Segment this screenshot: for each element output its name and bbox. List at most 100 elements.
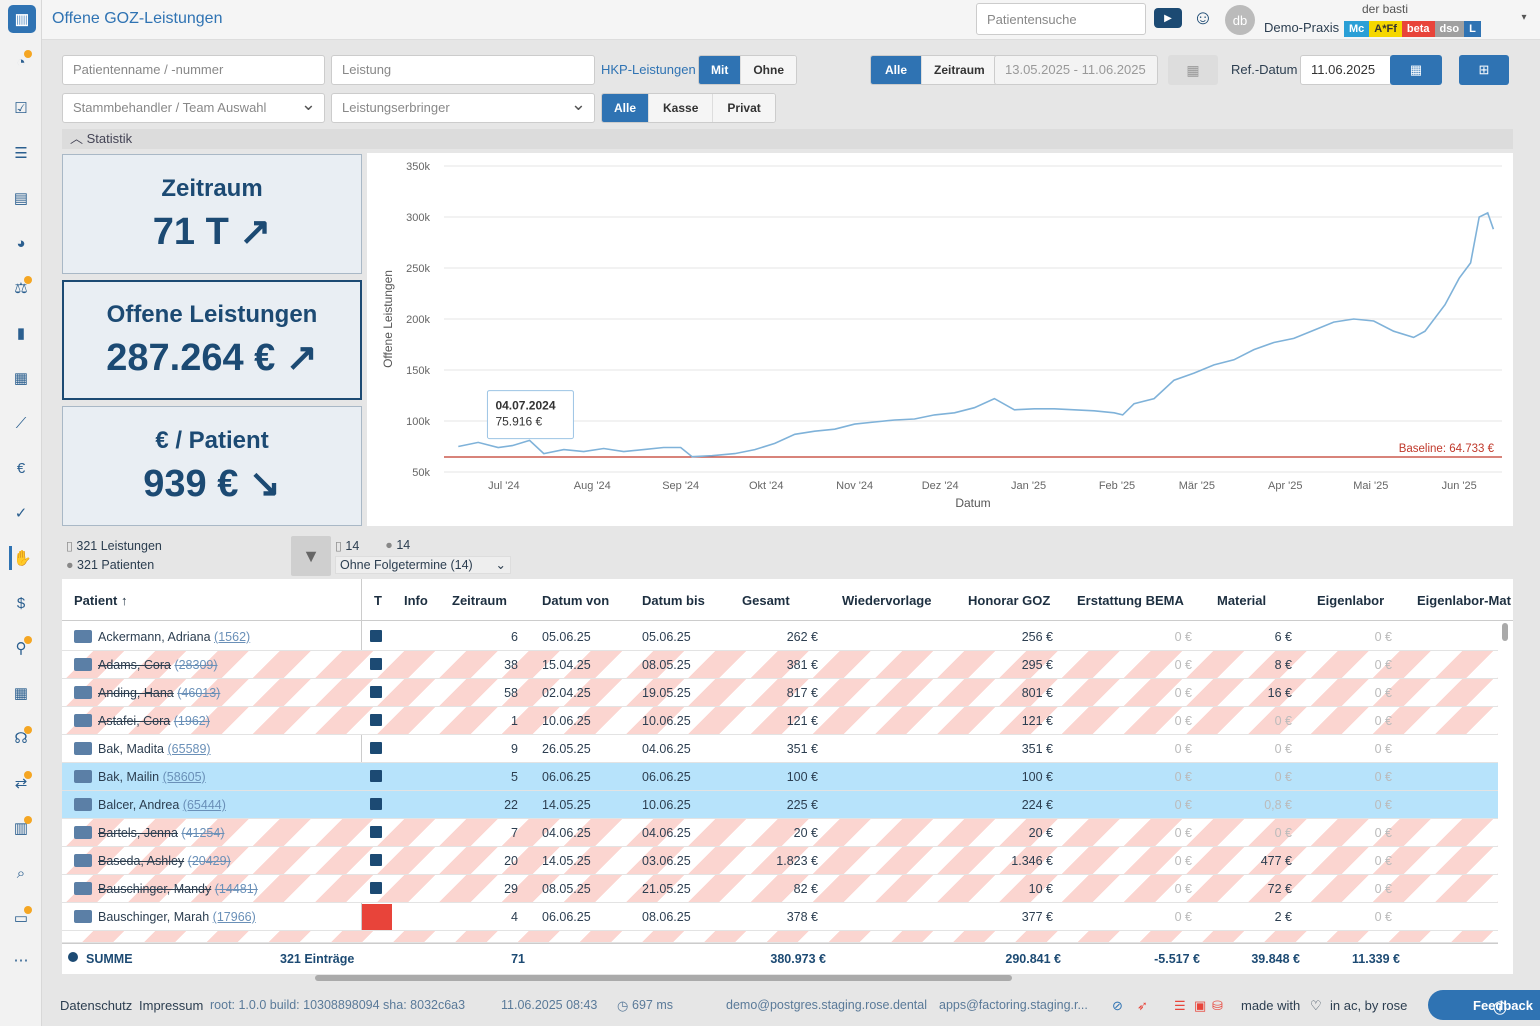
ref-date-input[interactable]: 11.06.2025 (1300, 55, 1392, 85)
impressum-link[interactable]: Impressum (139, 998, 204, 1013)
pie-chart-icon[interactable]: ◕ (16, 234, 26, 252)
table-row[interactable]: Bak, Mailin (58605) 5 06.06.25 06.06.25 100 … (62, 763, 1498, 791)
column-header[interactable]: Wiedervorlage (842, 593, 932, 608)
column-header[interactable]: Honorar GOZ (968, 593, 1051, 608)
kasse-kasse-button[interactable]: Kasse (649, 94, 714, 122)
server-icon[interactable]: ☰ (1174, 998, 1186, 1013)
column-header[interactable]: Patient ↑ (74, 593, 128, 608)
table-layout-button[interactable]: ⊞ (1459, 55, 1509, 85)
scale-icon[interactable]: ⚖ (9, 276, 33, 300)
calendar-icon[interactable] (370, 882, 382, 894)
behandler-select[interactable]: Stammbehandler / Team Auswahl (62, 90, 325, 123)
patient-name[interactable]: Ackermann, Adriana (1562) (98, 630, 251, 644)
line-chart-icon[interactable]: ⟋ (15, 414, 27, 432)
statistik-toggle[interactable]: ︿ Statistik (62, 129, 1513, 149)
table-row[interactable]: Baseda, Ashley (20429) 20 14.05.25 03.06.25… (62, 847, 1498, 875)
column-header[interactable]: Info (404, 593, 428, 608)
video-play-icon[interactable]: ▶ (1154, 8, 1182, 28)
calendar-check-icon[interactable]: ▦ (13, 370, 29, 387)
support-agent-icon[interactable]: ☺ (1192, 6, 1214, 29)
file-icon[interactable]: ▮ (16, 325, 26, 342)
column-header[interactable]: Erstattung BEMA (1077, 593, 1184, 608)
database-icon[interactable]: ⛁ (1212, 998, 1223, 1013)
hkp-ohne-button[interactable]: Ohne (741, 56, 796, 84)
calendar-icon[interactable] (370, 686, 382, 698)
calendar-icon[interactable] (370, 770, 382, 782)
grid-calendar-icon[interactable]: ▦ (13, 685, 29, 702)
table-row[interactable]: Adams, Cora (28309) 38 15.04.25 08.05.25 381… (62, 651, 1498, 679)
calendar-icon[interactable] (370, 630, 382, 642)
calendar-icon[interactable] (370, 742, 382, 754)
patient-name[interactable]: Astafei, Cora (1962) (98, 714, 210, 728)
column-header[interactable]: Eigenlabor-Mat (1417, 593, 1511, 608)
period-alle-button[interactable]: Alle (871, 56, 923, 84)
patient-name[interactable]: Bak, Madita (65589) (98, 742, 211, 756)
search-icon[interactable]: ⌕ (16, 864, 26, 882)
hand-coin-icon[interactable]: ✋ (9, 546, 33, 570)
table-icon[interactable]: ▤ (13, 190, 29, 207)
kpi-euro-per-patient[interactable]: € / Patient 939 € ↘ (62, 406, 362, 526)
table-row[interactable]: Balcer, Andrea (65444) 22 14.05.25 10.06.25… (62, 791, 1498, 819)
check-square-icon[interactable]: ☑ (14, 100, 28, 117)
patient-search-input[interactable] (976, 3, 1146, 35)
calendar-icon[interactable] (370, 826, 382, 838)
calendar-button[interactable]: ▦ (1390, 55, 1442, 85)
followup-select[interactable]: Ohne Folgetermine (14) ⌄ (335, 556, 511, 574)
filter-button[interactable]: ▼ (291, 536, 331, 576)
column-header[interactable]: Datum bis (642, 593, 705, 608)
patient-name[interactable]: Balcer, Andrea (65444) (98, 798, 226, 812)
period-zeitraum-button[interactable]: Zeitraum (922, 56, 997, 84)
calendar-icon[interactable] (370, 798, 382, 810)
hkp-mit-button[interactable]: Mit (699, 56, 742, 84)
rocket-icon[interactable]: ➶ (1137, 998, 1148, 1013)
patient-name[interactable]: Bak, Mailin (58605) (98, 770, 206, 784)
double-check-icon[interactable]: ✓ (14, 505, 28, 522)
patient-name[interactable]: Bauschinger, Marah (17966) (98, 910, 256, 924)
vertical-scrollbar[interactable] (1502, 623, 1508, 641)
building-icon[interactable]: ▥ (9, 816, 33, 840)
feedback-button[interactable]: ⓘ Feedback (1428, 990, 1540, 1020)
calendar-icon[interactable] (370, 714, 382, 726)
kpi-offene-leistungen[interactable]: Offene Leistungen 287.264 € ↗ (62, 280, 362, 400)
invoice-icon[interactable]: $ (16, 594, 26, 612)
table-row[interactable]: Bauschinger, Mandy (14481) 29 08.05.25 21.0… (62, 875, 1498, 903)
chevron-down-icon[interactable]: ▾ (1521, 11, 1527, 23)
patient-name[interactable]: Bauschinger, Mandy (14481) (98, 882, 258, 896)
app-logo-icon[interactable]: ▥ (8, 5, 36, 33)
calendar-icon[interactable]: ▦ (1168, 55, 1218, 85)
column-header[interactable]: Eigenlabor (1317, 593, 1385, 608)
table-row[interactable]: Bak, Madita (65589) 9 26.05.25 04.06.25 351 … (62, 735, 1498, 763)
patient-name[interactable]: Anding, Hana (46013) (98, 686, 221, 700)
kpi-zeitraum[interactable]: Zeitraum 71 T ↗ (62, 154, 362, 274)
erbringer-select[interactable]: Leistungserbringer (331, 90, 595, 123)
line-chart[interactable]: 50k 100k 150k 200k 250k 300k 350k Jul '24 Aug '2… (367, 153, 1513, 526)
patient-name[interactable]: Bartels, Jenna (41254) (98, 826, 225, 840)
table-row[interactable]: Ackermann, Adriana (1562) 6 05.06.25 05.06.… (62, 623, 1498, 651)
patient-name[interactable]: Baseda, Ashley (20429) (98, 854, 231, 868)
column-header[interactable]: Zeitraum (452, 593, 507, 608)
table-row[interactable]: Astafei, Cora (1962) 1 10.06.25 10.06.25 121… (62, 707, 1498, 735)
table-row[interactable]: Anding, Hana (46013) 58 02.04.25 19.05.25 81… (62, 679, 1498, 707)
card-icon[interactable]: ▭ (9, 906, 33, 930)
table-row[interactable]: Bauschinger, Marah (17966) 4 06.06.25 08.06… (62, 903, 1498, 931)
column-header[interactable]: Gesamt (742, 593, 790, 608)
terminal-icon[interactable]: ▣ (1194, 998, 1207, 1013)
sum-expand-icon[interactable] (68, 952, 78, 962)
more-icon[interactable]: ⋯ (13, 952, 29, 969)
avatar[interactable]: db (1225, 5, 1255, 35)
kasse-alle-button[interactable]: Alle (602, 94, 650, 122)
headset-icon[interactable]: ☊ (9, 726, 33, 750)
list-icon[interactable]: ☰ (14, 145, 28, 162)
column-header[interactable]: Datum von (542, 593, 610, 608)
calendar-icon[interactable] (370, 658, 382, 670)
column-header[interactable]: T (374, 593, 382, 608)
kasse-privat-button[interactable]: Privat (713, 94, 775, 122)
patient-filter-input[interactable]: Patientenname / -nummer (62, 55, 325, 85)
transfer-icon[interactable]: ⇄ (9, 771, 33, 795)
euro-icon[interactable]: € (16, 459, 26, 477)
table-row[interactable]: Bartels, Jenna (41254) 7 04.06.25 04.06.25 2… (62, 819, 1498, 847)
date-range-input[interactable]: 13.05.2025 - 11.06.2025 (994, 55, 1158, 85)
practice-name[interactable]: Demo-Praxis (1264, 20, 1340, 35)
datenschutz-link[interactable]: Datenschutz (60, 998, 133, 1013)
horizontal-scrollbar[interactable] (315, 975, 1012, 981)
